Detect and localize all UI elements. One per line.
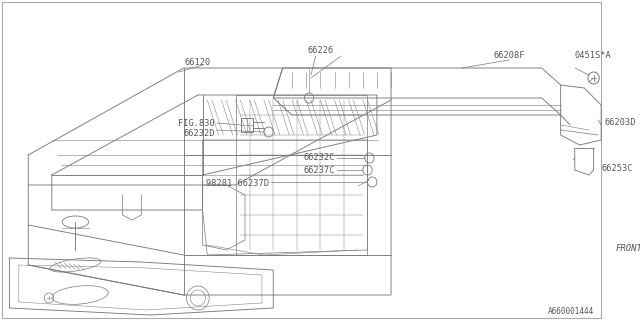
Text: 66226: 66226 [307,45,333,54]
Text: 66232D: 66232D [183,129,215,138]
Text: A660001444: A660001444 [547,308,594,316]
Text: 66253C: 66253C [601,164,633,172]
Text: 98281 66237D: 98281 66237D [205,179,269,188]
Text: 66120: 66120 [185,58,211,67]
Text: 0451S*A: 0451S*A [575,51,612,60]
Text: FIG.830: FIG.830 [178,118,215,127]
Text: 66232C: 66232C [304,153,335,162]
Text: 66203D: 66203D [605,117,636,126]
Text: 66237C: 66237C [304,165,335,174]
Text: 66208F: 66208F [493,51,525,60]
Text: FRONT: FRONT [615,244,640,252]
